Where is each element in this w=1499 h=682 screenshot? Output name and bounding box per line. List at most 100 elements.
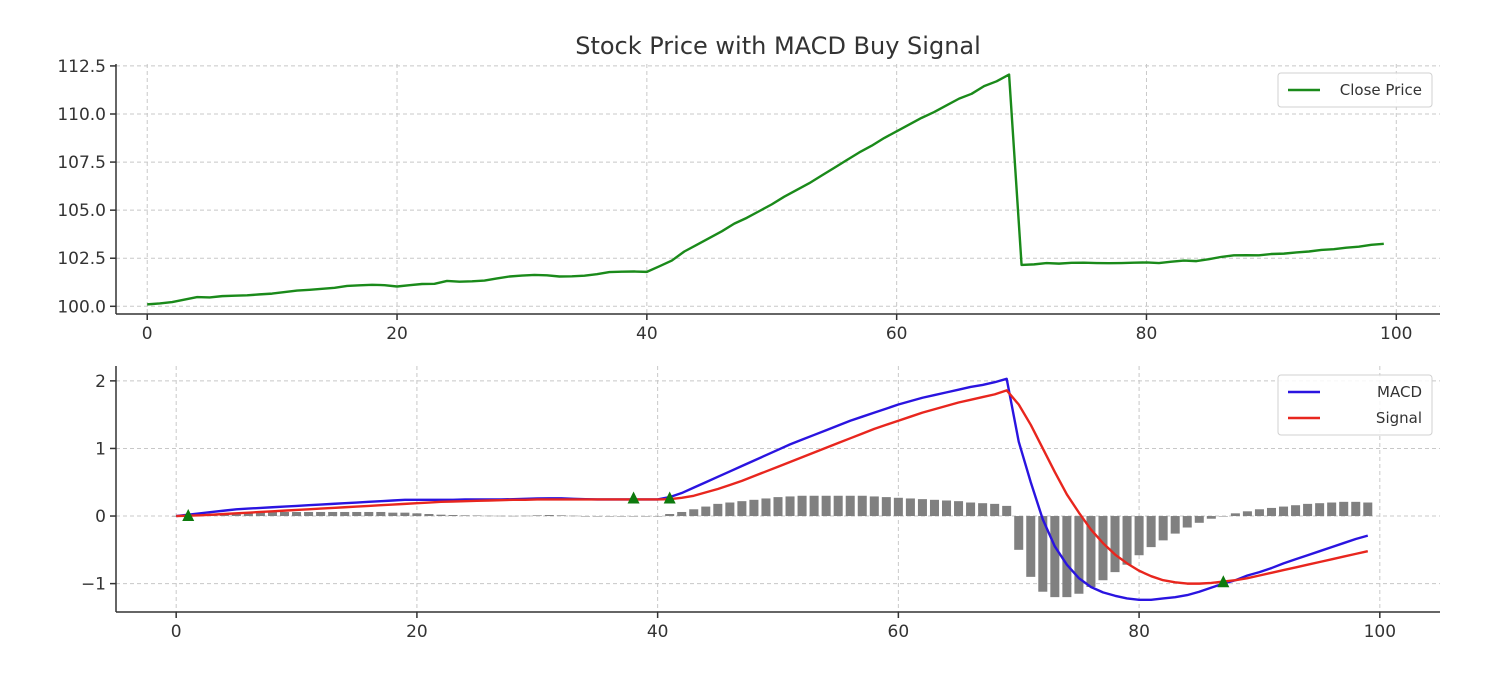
histogram-bar (520, 515, 530, 517)
legend-label: Close Price (1340, 81, 1422, 99)
x-tick-label: 60 (888, 622, 910, 642)
histogram-bar (1122, 516, 1132, 565)
x-tick-label: 100 (1380, 324, 1412, 344)
x-tick-label: 0 (171, 622, 182, 642)
histogram-bar (809, 495, 819, 517)
histogram-bar (1002, 505, 1012, 517)
histogram-bar (665, 514, 675, 517)
histogram-bar (990, 503, 1000, 517)
histogram-bar (1303, 503, 1313, 517)
histogram-bar (785, 496, 795, 517)
histogram-bar (279, 511, 290, 517)
legend-label: Signal (1376, 409, 1422, 427)
histogram-bar (604, 516, 615, 517)
grid (116, 366, 1440, 612)
buy-signal-marker (1217, 575, 1230, 588)
histogram-bar (568, 515, 578, 517)
histogram-bar (893, 497, 903, 517)
histogram-bar (1206, 516, 1216, 519)
histogram-bar (171, 516, 181, 517)
y-tick-label: −1 (81, 575, 106, 595)
histogram-bar (677, 511, 687, 517)
histogram-bar (797, 495, 807, 517)
histogram-bar (544, 515, 554, 517)
histogram-bar (243, 511, 253, 517)
histogram-bar (1363, 502, 1373, 517)
histogram-bar (1146, 516, 1156, 548)
x-tick-label: 80 (1128, 622, 1150, 642)
histogram-bar (689, 509, 699, 517)
histogram-bars (171, 495, 1373, 598)
histogram-bar (460, 515, 470, 517)
histogram-bar (580, 516, 590, 517)
histogram-bar (1339, 501, 1349, 517)
histogram-bar (1182, 516, 1192, 528)
histogram-bar (472, 515, 482, 517)
series-line-macd (176, 377, 1369, 602)
histogram-bar (556, 515, 566, 517)
x-tick-label: 80 (1136, 324, 1158, 344)
legend-box (1277, 72, 1433, 108)
histogram-bar (881, 497, 891, 517)
histogram-bar (1230, 513, 1240, 517)
x-tick-label: 40 (647, 622, 669, 642)
histogram-bar (1110, 516, 1120, 573)
buy-signal-marker (627, 491, 640, 504)
histogram-bar (1170, 516, 1180, 534)
macd-panel: 0 20 40 60 80 100 −1 0 1 2 MACD Signal (81, 366, 1440, 642)
y-tick-label: 2 (95, 372, 106, 392)
histogram-bar (1242, 511, 1252, 517)
histogram-bar (725, 502, 735, 517)
histogram-bar (388, 512, 398, 517)
histogram-bar (1026, 516, 1036, 577)
series-line-signal (176, 389, 1369, 585)
histogram-bar (929, 499, 939, 517)
histogram-bar (484, 515, 494, 517)
histogram-bar (1086, 516, 1096, 587)
histogram-bar (978, 503, 988, 517)
histogram-bar (1074, 516, 1084, 594)
legend-box (1277, 374, 1433, 436)
x-tick-label: 20 (406, 622, 428, 642)
histogram-bar (629, 516, 639, 517)
y-tick-label: 100.0 (57, 297, 106, 317)
histogram-bar (400, 512, 410, 517)
histogram-bar (773, 497, 783, 517)
buy-signal-marker (663, 491, 676, 504)
histogram-bar (761, 498, 771, 517)
histogram-bar (1291, 505, 1301, 517)
legend: Close Price (1277, 72, 1433, 108)
histogram-bar (352, 511, 362, 517)
histogram-bar (1315, 503, 1325, 517)
histogram-bar (749, 499, 759, 517)
histogram-bar (954, 501, 964, 517)
legend: MACD Signal (1277, 374, 1433, 436)
histogram-bar (436, 514, 446, 517)
histogram-bar (1134, 516, 1144, 556)
histogram-bar (737, 501, 747, 517)
histogram-bar (701, 506, 711, 517)
series-line-close-price (147, 73, 1384, 306)
histogram-bar (592, 516, 602, 517)
histogram-bar (1279, 506, 1289, 517)
histogram-bar (1038, 516, 1048, 592)
grid (116, 64, 1440, 314)
histogram-bar (617, 516, 627, 517)
buy-signal-marker (182, 509, 195, 522)
histogram-bar (255, 511, 265, 517)
histogram-bar (328, 511, 338, 517)
histogram-bar (821, 495, 831, 517)
histogram-bar (424, 514, 434, 517)
histogram-bar (833, 495, 843, 517)
buy-signal-markers (182, 491, 1230, 588)
y-tick-label: 107.5 (57, 153, 106, 173)
histogram-bar (641, 516, 651, 517)
x-tick-label: 60 (886, 324, 908, 344)
histogram-bar (1158, 516, 1168, 541)
histogram-bar (1327, 502, 1337, 517)
legend-label: MACD (1377, 383, 1422, 401)
histogram-bar (532, 515, 542, 517)
histogram-bar (364, 511, 374, 517)
price-panel: Stock Price with MACD Buy Signal 0 20 40 60 8… (57, 32, 1440, 344)
